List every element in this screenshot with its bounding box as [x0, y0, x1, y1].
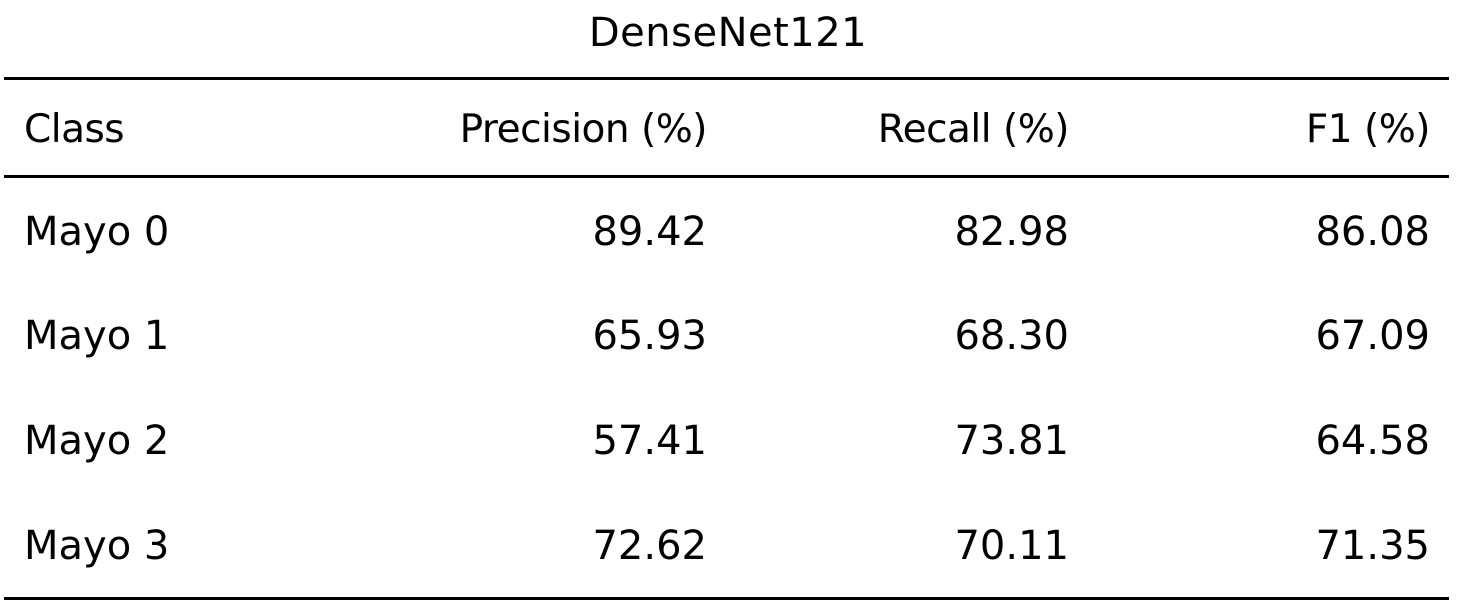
table-row: Mayo 1 65.93 68.30 67.09	[0, 306, 1468, 366]
top-rule	[4, 77, 1449, 80]
header-rule	[4, 175, 1449, 178]
cell-precision: 72.62	[592, 523, 707, 569]
cell-recall: 68.30	[954, 313, 1069, 359]
cell-class: Mayo 2	[24, 418, 170, 464]
cell-f1: 64.58	[1315, 418, 1430, 464]
table-title: DenseNet121	[588, 10, 868, 56]
cell-precision: 57.41	[592, 418, 707, 464]
cell-f1: 71.35	[1315, 523, 1430, 569]
cell-recall: 73.81	[954, 418, 1069, 464]
cell-class: Mayo 1	[24, 313, 170, 359]
cell-f1: 67.09	[1315, 313, 1430, 359]
cell-class: Mayo 3	[24, 523, 170, 569]
header-class: Class	[24, 107, 125, 152]
cell-f1: 86.08	[1315, 209, 1430, 255]
cell-recall: 70.11	[954, 523, 1069, 569]
cell-class: Mayo 0	[24, 209, 170, 255]
bottom-rule	[4, 597, 1449, 600]
header-recall: Recall (%)	[877, 107, 1070, 152]
header-precision: Precision (%)	[459, 107, 708, 152]
table-row: Mayo 0 89.42 82.98 86.08	[0, 202, 1468, 262]
header-f1: F1 (%)	[1305, 107, 1431, 152]
table-row: Mayo 2 57.41 73.81 64.58	[0, 411, 1468, 471]
cell-precision: 89.42	[592, 209, 707, 255]
cell-precision: 65.93	[592, 313, 707, 359]
cell-recall: 82.98	[954, 209, 1069, 255]
table-header-row: Class Precision (%) Recall (%) F1 (%)	[0, 100, 1468, 160]
table-row: Mayo 3 72.62 70.11 71.35	[0, 516, 1468, 576]
